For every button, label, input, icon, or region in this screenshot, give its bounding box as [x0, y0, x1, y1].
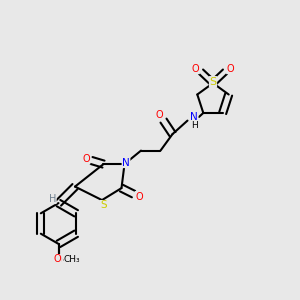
Text: O: O	[156, 110, 164, 120]
Text: S: S	[209, 76, 217, 87]
Text: CH₃: CH₃	[64, 255, 80, 264]
Text: O: O	[135, 191, 143, 202]
Text: N: N	[190, 112, 198, 122]
Text: O: O	[55, 255, 62, 266]
Text: O: O	[54, 254, 61, 265]
Text: H: H	[191, 121, 197, 130]
Text: O: O	[226, 64, 234, 74]
Text: H: H	[49, 194, 56, 204]
Text: O: O	[82, 154, 90, 164]
Text: N: N	[122, 158, 130, 168]
Text: O: O	[192, 64, 200, 74]
Text: S: S	[100, 200, 107, 211]
